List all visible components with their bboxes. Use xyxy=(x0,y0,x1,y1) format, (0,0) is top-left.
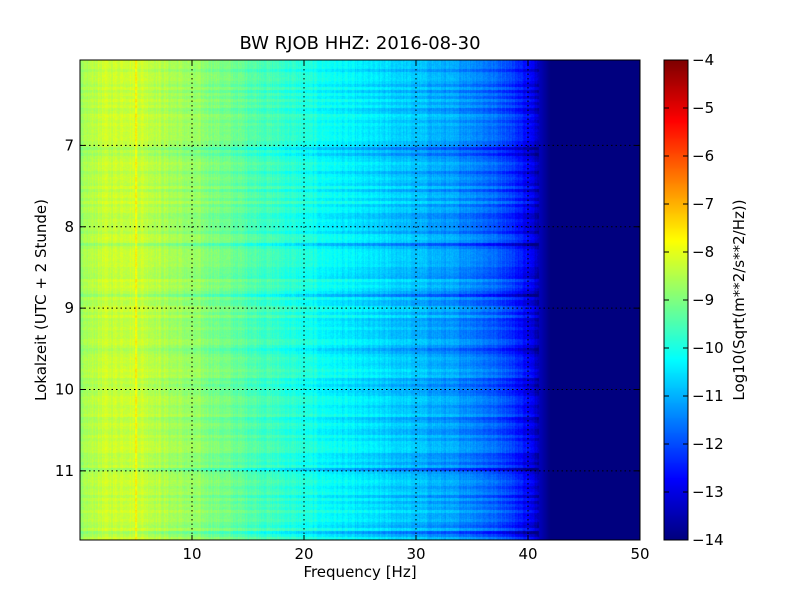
colorbar-tick-label: −7 xyxy=(692,195,714,213)
y-tick-label: 7 xyxy=(64,136,74,154)
x-tick-label: 20 xyxy=(294,545,313,563)
y-axis-ticks: 7 8 9 10 11 xyxy=(55,136,640,480)
y-axis-label: Lokalzeit (UTC + 2 Stunde) xyxy=(32,199,50,401)
plot-frame xyxy=(79,59,641,541)
x-axis-label: Frequency [Hz] xyxy=(303,563,416,581)
x-tick-label: 10 xyxy=(182,545,201,563)
colorbar-label: Log10(Sqrt(m**2/s**2/Hz)) xyxy=(730,199,748,400)
colorbar-tick-label: −8 xyxy=(692,243,714,261)
colorbar-tick-label: −10 xyxy=(692,339,724,357)
colorbar-tick-label: −4 xyxy=(692,51,714,69)
chart-title: BW RJOB HHZ: 2016-08-30 xyxy=(239,33,480,54)
x-tick-label: 30 xyxy=(406,545,425,563)
colorbar-tick-label: −11 xyxy=(692,387,724,405)
colorbar-tick-label: −5 xyxy=(692,99,714,117)
spectrogram-heatmap xyxy=(80,60,640,540)
grid-lines xyxy=(80,60,640,540)
x-tick-label: 40 xyxy=(518,545,537,563)
x-tick-label: 50 xyxy=(630,545,649,563)
colorbar-tick-label: −9 xyxy=(692,291,714,309)
colorbar-tick-label: −13 xyxy=(692,483,724,501)
colorbar-ticks: −4 −5 −6 −7 −8 −9 −10 −11 −12 −13 −14 xyxy=(664,51,724,549)
colorbar-tick-label: −12 xyxy=(692,435,724,453)
y-tick-label: 9 xyxy=(64,299,74,317)
colorbar-tick-label: −6 xyxy=(692,147,714,165)
y-tick-label: 11 xyxy=(55,462,74,480)
y-tick-label: 8 xyxy=(64,218,74,236)
x-axis-ticks: 10 20 30 40 50 xyxy=(182,60,650,563)
y-tick-label: 10 xyxy=(55,380,74,398)
colorbar-tick-label: −14 xyxy=(692,531,724,549)
